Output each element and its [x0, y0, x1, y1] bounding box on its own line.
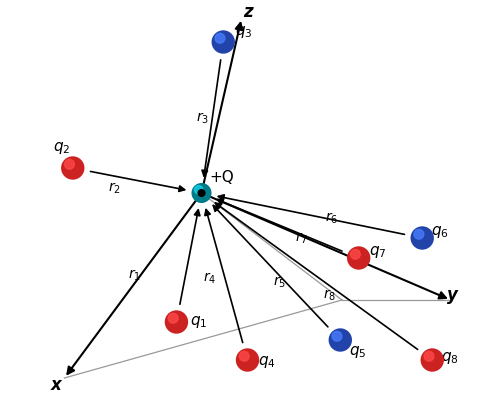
- Circle shape: [192, 183, 212, 203]
- Text: $r_4$: $r_4$: [203, 270, 216, 285]
- Circle shape: [424, 352, 434, 361]
- Circle shape: [212, 30, 235, 54]
- Text: y: y: [447, 286, 458, 304]
- Text: $q_7$: $q_7$: [368, 244, 386, 260]
- Circle shape: [332, 331, 342, 341]
- Text: $r_7$: $r_7$: [296, 230, 308, 246]
- Text: $r_1$: $r_1$: [128, 267, 141, 283]
- Circle shape: [64, 159, 74, 169]
- Circle shape: [164, 310, 188, 334]
- Circle shape: [236, 348, 259, 372]
- Text: $r_5$: $r_5$: [272, 274, 286, 290]
- Text: $q_6$: $q_6$: [430, 224, 448, 240]
- Text: $q_2$: $q_2$: [52, 140, 70, 156]
- Circle shape: [414, 229, 424, 239]
- Circle shape: [61, 156, 84, 180]
- Circle shape: [240, 352, 249, 361]
- Circle shape: [420, 348, 444, 372]
- Text: +Q: +Q: [210, 170, 234, 185]
- Text: $r_8$: $r_8$: [323, 287, 336, 303]
- Circle shape: [347, 246, 370, 270]
- Circle shape: [350, 250, 360, 259]
- Text: x: x: [50, 376, 62, 394]
- Text: $r_6$: $r_6$: [326, 210, 338, 226]
- Text: $q_5$: $q_5$: [348, 344, 366, 360]
- Circle shape: [215, 33, 225, 43]
- Circle shape: [168, 314, 178, 323]
- Circle shape: [198, 190, 205, 196]
- Text: $q_1$: $q_1$: [190, 314, 207, 330]
- Text: z: z: [244, 3, 253, 21]
- Text: $q_8$: $q_8$: [440, 350, 458, 366]
- Text: $r_3$: $r_3$: [196, 110, 209, 126]
- Text: $r_2$: $r_2$: [108, 180, 121, 196]
- Circle shape: [328, 328, 352, 352]
- Circle shape: [194, 186, 203, 194]
- Circle shape: [410, 226, 434, 250]
- Text: $q_3$: $q_3$: [235, 24, 252, 40]
- Text: $q_4$: $q_4$: [258, 354, 276, 370]
